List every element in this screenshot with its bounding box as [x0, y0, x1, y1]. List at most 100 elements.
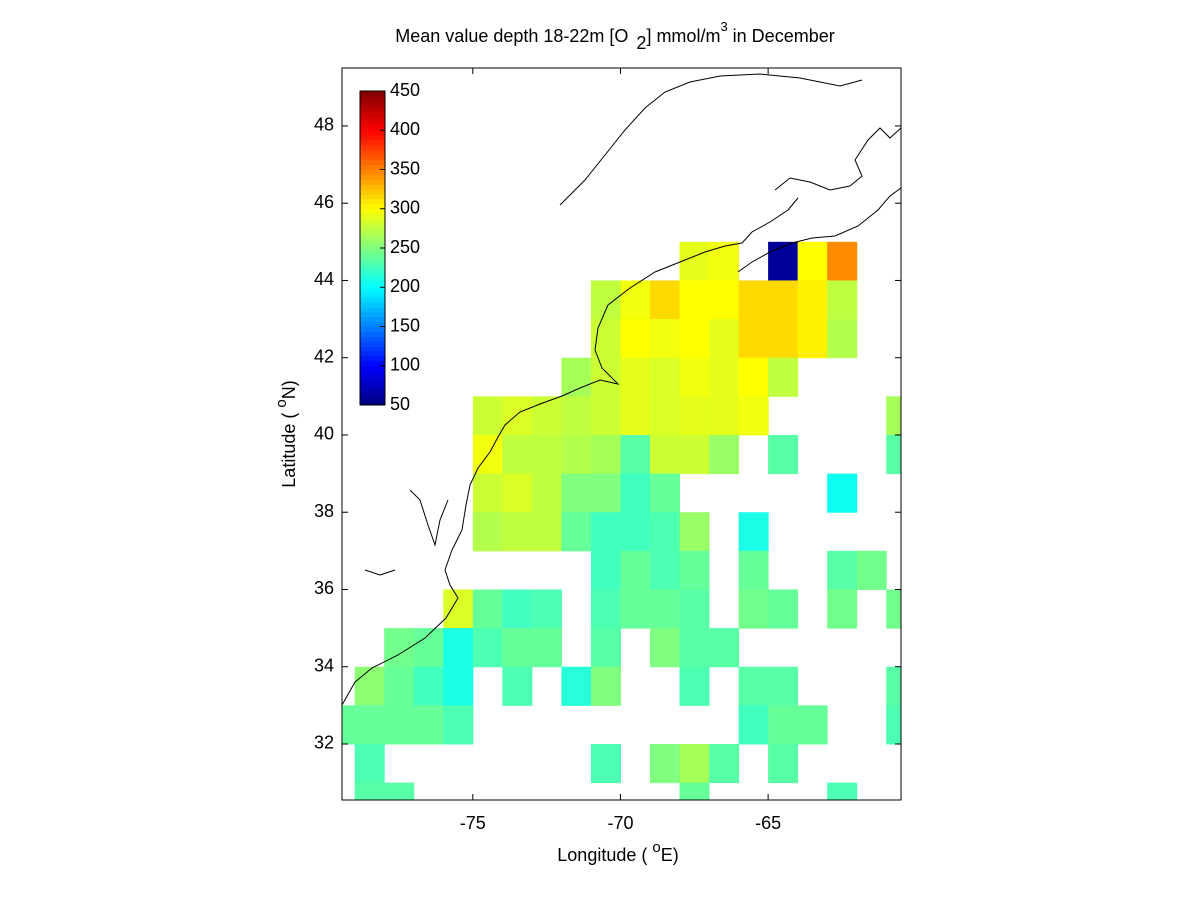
cell — [649, 550, 681, 590]
cell — [590, 512, 621, 552]
x-tick-label: -65 — [755, 813, 781, 833]
y-tick-label: 34 — [314, 655, 334, 675]
cell — [620, 319, 651, 359]
cell — [679, 434, 710, 475]
colorbar-swatch — [360, 346, 385, 352]
cell — [827, 280, 858, 320]
colorbar-swatch — [360, 243, 385, 249]
colorbar-swatch — [360, 351, 385, 357]
cell — [561, 434, 592, 475]
label-part: N) — [279, 380, 299, 399]
colorbar-swatch — [360, 228, 385, 234]
cell — [827, 319, 858, 359]
x-tick-label: -70 — [607, 813, 633, 833]
cell — [354, 782, 385, 800]
cell — [561, 512, 592, 552]
colorbar-swatch — [360, 174, 385, 180]
colorbar-swatch — [360, 208, 385, 215]
cell — [531, 512, 562, 552]
cell — [886, 589, 901, 629]
cell — [620, 589, 651, 629]
cell — [384, 705, 415, 745]
cell — [620, 550, 651, 590]
colorbar-swatch — [360, 395, 385, 401]
cell — [531, 473, 562, 513]
cell — [679, 280, 710, 320]
cell — [738, 319, 769, 359]
colorbar-swatch — [360, 375, 385, 381]
colorbar-tick-label: 250 — [390, 237, 420, 257]
cell — [649, 319, 681, 359]
cell — [738, 512, 769, 552]
cell — [886, 396, 901, 436]
cell — [620, 396, 651, 436]
colorbar: 50 100 150 200 250 300 350 400 450 — [359, 80, 420, 414]
colorbar-swatch — [360, 336, 385, 342]
colorbar-swatch — [360, 120, 385, 126]
colorbar-swatch — [360, 140, 385, 146]
colorbar-swatch — [360, 252, 385, 259]
colorbar-swatch — [360, 189, 385, 195]
cell — [709, 396, 740, 436]
cell — [827, 782, 858, 800]
colorbar-swatch — [360, 321, 385, 327]
colorbar-tick-label: 50 — [390, 394, 410, 414]
title-superscript: 3 — [720, 19, 727, 34]
cell — [679, 743, 710, 784]
colorbar-tick-label: 350 — [390, 158, 420, 178]
title-part: Mean value depth 18-22m [O — [395, 26, 628, 46]
cell — [709, 319, 740, 359]
cell — [561, 666, 592, 706]
colorbar-swatch — [360, 218, 385, 224]
cell — [502, 589, 533, 629]
colorbar-swatch — [360, 370, 385, 377]
coastline — [342, 73, 901, 706]
cell — [502, 666, 533, 706]
cell — [531, 434, 562, 475]
colorbar-swatch — [360, 292, 385, 298]
cell — [709, 280, 740, 320]
cell — [531, 628, 562, 668]
cell — [649, 512, 681, 552]
cell — [531, 396, 562, 436]
colorbar-tick-label: 400 — [390, 119, 420, 139]
cell — [472, 589, 503, 629]
colorbar-swatch — [360, 203, 385, 210]
cell — [384, 666, 415, 706]
cell — [354, 666, 385, 706]
cell — [768, 705, 799, 745]
colorbar-swatch — [360, 194, 385, 200]
y-tick-label: 36 — [314, 578, 334, 598]
cell — [738, 396, 769, 436]
cell — [472, 628, 503, 668]
y-tick-label: 32 — [314, 733, 334, 753]
colorbar-swatch — [360, 130, 385, 136]
y-tick-label: 48 — [314, 115, 334, 135]
colorbar-swatch — [360, 365, 385, 372]
cell — [827, 550, 858, 590]
label-part: E) — [661, 845, 679, 865]
y-tick-label: 42 — [314, 346, 334, 366]
colorbar-swatch — [360, 169, 385, 175]
cell — [679, 589, 710, 629]
cell — [797, 705, 828, 745]
cell — [768, 357, 799, 397]
cell — [679, 357, 710, 397]
cell — [768, 666, 799, 706]
cell — [620, 512, 651, 552]
cell — [886, 666, 901, 706]
coastline-path — [737, 187, 901, 273]
colorbar-swatch — [360, 390, 385, 396]
cell — [590, 628, 621, 668]
label-superscript: o — [652, 839, 660, 856]
cell — [709, 357, 740, 397]
cell — [443, 589, 474, 629]
cell-layer — [342, 241, 901, 800]
colorbar-swatch — [360, 91, 385, 97]
cell — [856, 550, 887, 590]
cell — [649, 473, 681, 513]
colorbar-swatch — [360, 385, 385, 391]
colorbar-tick-label: 200 — [390, 276, 420, 296]
cell — [679, 319, 710, 359]
cell — [502, 473, 533, 513]
